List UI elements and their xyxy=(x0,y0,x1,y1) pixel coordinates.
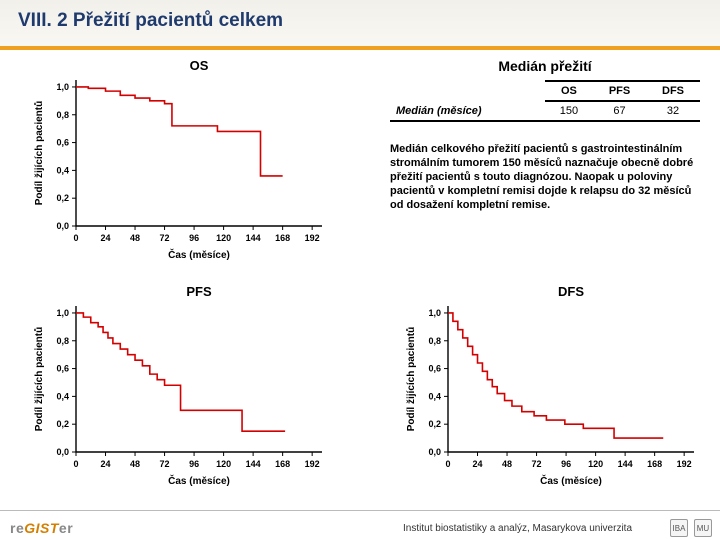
median-col-os: OS xyxy=(545,81,593,101)
svg-text:Čas (měsíce): Čas (měsíce) xyxy=(168,474,230,487)
svg-text:144: 144 xyxy=(246,233,261,243)
median-val-dfs: 32 xyxy=(646,101,700,121)
content-area: OS 0,0 0,2 0,4 0,6 0,8 1,0 0 24 48 72 96 120 144 168 19… xyxy=(0,50,720,510)
chart-pfs: PFS 0,0 0,2 0,4 0,6 0,8 1,0 0 24 48 72 96 120 144 168 1… xyxy=(28,282,328,492)
svg-text:DFS: DFS xyxy=(558,284,584,299)
svg-text:0,2: 0,2 xyxy=(56,193,69,203)
svg-text:96: 96 xyxy=(189,233,199,243)
median-row-label: Medián (měsíce) xyxy=(390,101,545,121)
svg-text:168: 168 xyxy=(275,233,290,243)
svg-text:Podíl žijících pacientů: Podíl žijících pacientů xyxy=(33,101,45,205)
footer-institution: Institut biostatistiky a analýz, Masaryk… xyxy=(403,523,632,534)
svg-text:24: 24 xyxy=(101,459,111,469)
svg-text:168: 168 xyxy=(647,459,662,469)
svg-text:0,6: 0,6 xyxy=(56,138,69,148)
chart-dfs: DFS 0,0 0,2 0,4 0,6 0,8 1,0 0 24 48 72 96 120 144 168 1… xyxy=(400,282,700,492)
median-table-block: Medián přežití OS PFS DFS Medián (měsíce… xyxy=(390,58,700,122)
logo-pre: re xyxy=(10,520,24,536)
svg-text:192: 192 xyxy=(305,459,320,469)
svg-text:Podíl žijících pacientů: Podíl žijících pacientů xyxy=(33,327,45,431)
median-col-pfs: PFS xyxy=(593,81,646,101)
svg-text:Podíl žijících pacientů: Podíl žijících pacientů xyxy=(405,327,417,431)
median-val-pfs: 67 xyxy=(593,101,646,121)
svg-text:48: 48 xyxy=(502,459,512,469)
svg-text:0,8: 0,8 xyxy=(428,336,441,346)
svg-text:48: 48 xyxy=(130,459,140,469)
slide: VIII. 2 Přežití pacientů celkem OS 0,0 0,2… xyxy=(0,0,720,540)
svg-text:0: 0 xyxy=(445,459,450,469)
header-bar: VIII. 2 Přežití pacientů celkem xyxy=(0,0,720,50)
svg-text:0,6: 0,6 xyxy=(428,364,441,374)
logo-post: er xyxy=(59,520,73,536)
median-col-dfs: DFS xyxy=(646,81,700,101)
svg-text:144: 144 xyxy=(618,459,633,469)
svg-text:48: 48 xyxy=(130,233,140,243)
median-table-title: Medián přežití xyxy=(390,58,700,74)
svg-text:0: 0 xyxy=(73,459,78,469)
svg-text:0,4: 0,4 xyxy=(428,391,441,401)
svg-text:Čas (měsíce): Čas (měsíce) xyxy=(168,248,230,261)
mu-icon: MU xyxy=(694,519,712,537)
svg-text:144: 144 xyxy=(246,459,261,469)
svg-text:120: 120 xyxy=(216,233,231,243)
svg-text:0,8: 0,8 xyxy=(56,110,69,120)
svg-text:192: 192 xyxy=(305,233,320,243)
svg-text:72: 72 xyxy=(160,459,170,469)
svg-text:1,0: 1,0 xyxy=(56,308,69,318)
svg-text:0,4: 0,4 xyxy=(56,391,69,401)
chart-os: OS 0,0 0,2 0,4 0,6 0,8 1,0 0 24 48 72 96 120 144 168 19… xyxy=(28,56,328,266)
svg-text:72: 72 xyxy=(532,459,542,469)
svg-text:1,0: 1,0 xyxy=(56,82,69,92)
register-logo: reGISTer xyxy=(10,520,73,536)
svg-text:24: 24 xyxy=(473,459,483,469)
svg-text:96: 96 xyxy=(561,459,571,469)
svg-text:96: 96 xyxy=(189,459,199,469)
slide-title: VIII. 2 Přežití pacientů celkem xyxy=(18,10,283,32)
svg-text:192: 192 xyxy=(677,459,692,469)
summary-paragraph: Medián celkového přežití pacientů s gast… xyxy=(390,142,700,212)
footer-icons: IBA MU xyxy=(670,519,712,537)
svg-text:0,0: 0,0 xyxy=(428,447,441,457)
svg-text:0,2: 0,2 xyxy=(56,419,69,429)
median-table: OS PFS DFS Medián (měsíce) 150 67 32 xyxy=(390,80,700,122)
svg-text:0,0: 0,0 xyxy=(56,447,69,457)
svg-text:0,2: 0,2 xyxy=(428,419,441,429)
svg-text:1,0: 1,0 xyxy=(428,308,441,318)
svg-text:24: 24 xyxy=(101,233,111,243)
svg-text:72: 72 xyxy=(160,233,170,243)
svg-text:0,4: 0,4 xyxy=(56,165,69,175)
svg-text:OS: OS xyxy=(190,58,209,73)
svg-text:168: 168 xyxy=(275,459,290,469)
logo-accent: GIST xyxy=(24,520,59,536)
svg-text:120: 120 xyxy=(216,459,231,469)
svg-text:120: 120 xyxy=(588,459,603,469)
iba-icon: IBA xyxy=(670,519,688,537)
svg-text:PFS: PFS xyxy=(186,284,212,299)
svg-text:Čas (měsíce): Čas (měsíce) xyxy=(540,474,602,487)
svg-text:0: 0 xyxy=(73,233,78,243)
svg-text:0,6: 0,6 xyxy=(56,364,69,374)
footer: reGISTer Institut biostatistiky a analýz… xyxy=(0,510,720,540)
svg-text:0,8: 0,8 xyxy=(56,336,69,346)
svg-text:0,0: 0,0 xyxy=(56,221,69,231)
median-val-os: 150 xyxy=(545,101,593,121)
